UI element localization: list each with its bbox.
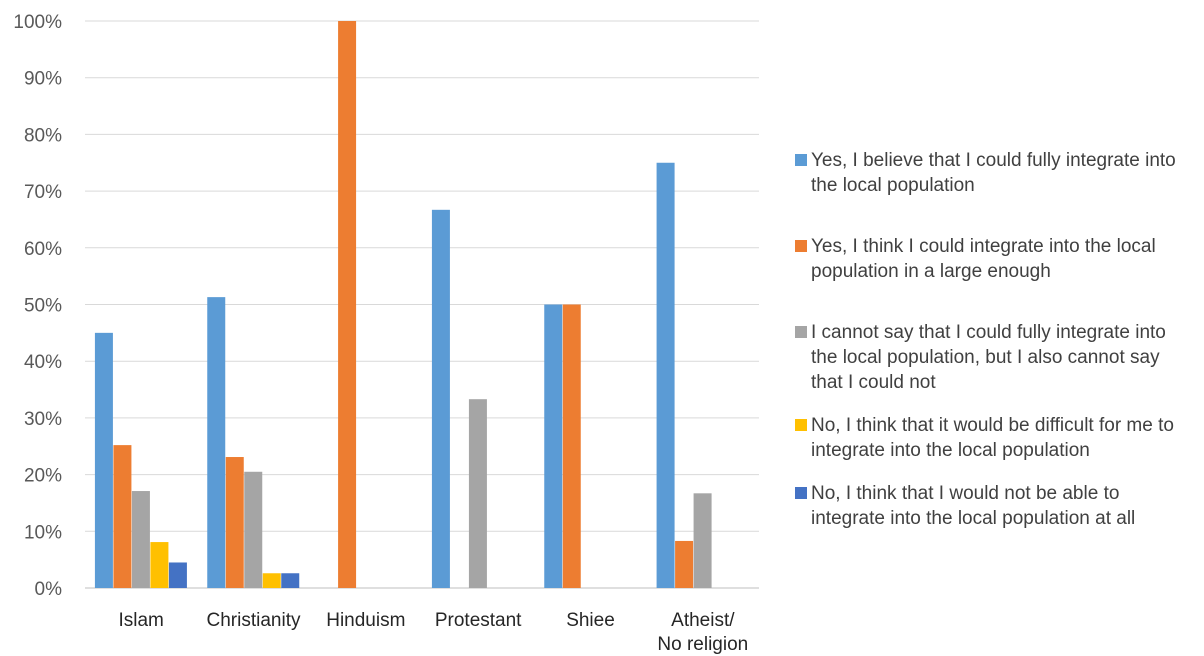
- y-tick-label: 50%: [24, 296, 62, 317]
- x-category-label: Christianity: [207, 610, 301, 631]
- bar: [693, 493, 712, 588]
- y-tick-label: 30%: [24, 409, 62, 430]
- bar: [131, 491, 150, 588]
- legend-item: Yes, I believe that I could fully integr…: [795, 148, 1195, 198]
- y-tick-label: 80%: [24, 125, 62, 146]
- x-category-label: Islam: [118, 610, 163, 631]
- bar: [113, 445, 132, 588]
- y-tick-label: 20%: [24, 466, 62, 487]
- y-tick-label: 90%: [24, 69, 62, 90]
- legend-swatch: [795, 326, 807, 338]
- bar: [338, 21, 357, 588]
- bar: [94, 332, 113, 588]
- x-category-label: Atheist/No religion: [657, 610, 748, 655]
- legend: Yes, I believe that I could fully integr…: [795, 148, 1195, 531]
- y-tick-label: 70%: [24, 182, 62, 203]
- y-tick-label: 100%: [13, 12, 62, 33]
- y-axis-ticks: 0% 10% 20% 30% 40% 50% 60% 70% 80% 90% 100%: [13, 12, 62, 600]
- x-category-label: Hinduism: [326, 610, 405, 631]
- bar: [244, 471, 263, 588]
- legend-label: No, I think that it would be difficult f…: [811, 415, 1174, 461]
- bar-chart: 0% 10% 20% 30% 40% 50% 60% 70% 80% 90% 100% Islam C…: [13, 12, 759, 655]
- legend-label: No, I think that I would not be able to …: [811, 483, 1136, 529]
- legend-label: Yes, I believe that I could fully integr…: [811, 150, 1176, 196]
- x-category-label: Shiee: [566, 610, 615, 631]
- legend-label: I cannot say that I could fully integrat…: [811, 322, 1166, 393]
- bar: [262, 573, 281, 588]
- y-tick-label: 0%: [35, 579, 63, 600]
- bar: [468, 399, 487, 588]
- legend-swatch: [795, 154, 807, 166]
- bar: [675, 540, 694, 588]
- bars: [94, 21, 712, 588]
- x-axis-categories: Islam Christianity Hinduism Protestant Shiee…: [118, 610, 748, 655]
- bar: [150, 542, 169, 588]
- bar: [656, 162, 675, 588]
- bar: [544, 304, 563, 588]
- y-tick-label: 10%: [24, 522, 62, 543]
- legend-swatch: [795, 487, 807, 499]
- bar: [562, 304, 581, 588]
- legend-item: No, I think that I would not be able to …: [795, 481, 1195, 531]
- gridlines: [85, 20, 759, 589]
- legend-item: Yes, I think I could integrate into the …: [795, 234, 1195, 284]
- bar: [207, 297, 226, 588]
- y-tick-label: 40%: [24, 352, 62, 373]
- legend-item: I cannot say that I could fully integrat…: [795, 320, 1195, 395]
- y-tick-label: 60%: [24, 239, 62, 260]
- x-category-label: Protestant: [435, 610, 522, 631]
- bar: [225, 457, 244, 588]
- legend-label: Yes, I think I could integrate into the …: [811, 236, 1156, 282]
- bar: [168, 562, 187, 588]
- bar: [431, 209, 450, 588]
- legend-item: No, I think that it would be difficult f…: [795, 413, 1195, 463]
- bar: [281, 573, 300, 588]
- legend-swatch: [795, 240, 807, 252]
- legend-swatch: [795, 419, 807, 431]
